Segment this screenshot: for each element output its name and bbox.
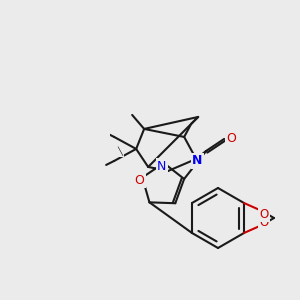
Text: O: O xyxy=(260,208,268,220)
Text: O: O xyxy=(134,174,144,187)
Text: N: N xyxy=(192,154,202,167)
Text: ╲: ╲ xyxy=(118,146,123,156)
Text: O: O xyxy=(260,215,268,229)
Text: O: O xyxy=(226,132,236,146)
Text: N: N xyxy=(157,160,167,172)
